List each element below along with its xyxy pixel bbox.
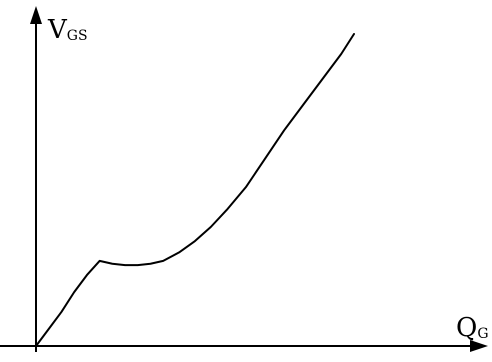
x-axis-arrow — [470, 340, 488, 352]
y-axis-label-sub: GS — [67, 28, 88, 44]
x-axis-label-main: Q — [456, 313, 477, 343]
y-axis-label-main: V — [47, 15, 68, 45]
y-axis-arrow — [30, 6, 42, 24]
x-axis-label-sub: G — [477, 326, 488, 342]
y-axis-label: VGS — [47, 15, 88, 45]
x-axis-label: QG — [456, 313, 489, 343]
series-line — [35, 33, 355, 347]
